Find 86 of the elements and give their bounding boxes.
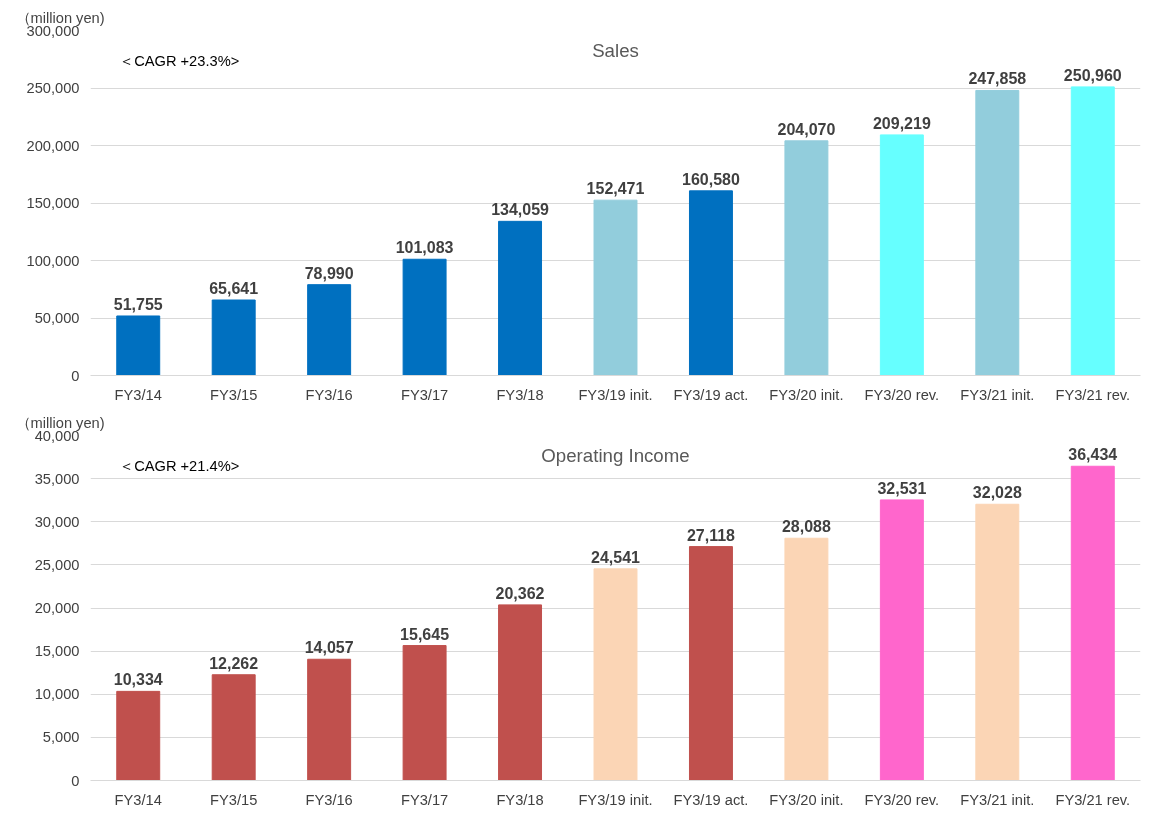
data-label: 160,580 bbox=[682, 170, 740, 188]
annotation: ＜CAGR +21.4%> bbox=[119, 457, 240, 474]
bar bbox=[211, 299, 256, 376]
y-axis-title: （million yen) bbox=[15, 9, 105, 26]
data-label: 24,541 bbox=[591, 548, 641, 566]
x-tick-label: FY3/18 bbox=[496, 386, 544, 403]
bar bbox=[688, 190, 733, 376]
x-tick-label: FY3/16 bbox=[305, 791, 353, 808]
y-tick-label: 5,000 bbox=[42, 729, 80, 746]
data-label: 65,641 bbox=[209, 280, 259, 298]
x-tick-label: FY3/19 act. bbox=[673, 791, 749, 808]
bar bbox=[593, 199, 638, 376]
x-tick-label: FY3/14 bbox=[114, 386, 162, 403]
bar bbox=[879, 499, 924, 781]
bar bbox=[1070, 86, 1115, 376]
x-tick-label: FY3/20 init. bbox=[769, 386, 844, 403]
x-tick-label: FY3/15 bbox=[210, 791, 258, 808]
x-tick-label: FY3/19 init. bbox=[578, 791, 653, 808]
data-label: 78,990 bbox=[304, 264, 354, 282]
x-tick-label: FY3/16 bbox=[305, 386, 353, 403]
data-label: 134,059 bbox=[491, 201, 550, 219]
bar bbox=[116, 315, 161, 376]
data-label: 101,083 bbox=[395, 239, 454, 257]
y-tick-label: 0 bbox=[71, 772, 80, 789]
data-label: 28,088 bbox=[781, 518, 831, 536]
y-tick-label: 15,000 bbox=[34, 643, 80, 660]
x-tick-label: FY3/19 init. bbox=[578, 386, 653, 403]
bar bbox=[116, 690, 161, 781]
x-tick-label: FY3/21 init. bbox=[960, 386, 1035, 403]
y-tick-label: 10,000 bbox=[34, 686, 80, 703]
bar bbox=[211, 674, 256, 781]
x-tick-label: FY3/20 rev. bbox=[864, 791, 940, 808]
x-tick-label: FY3/17 bbox=[400, 791, 449, 808]
data-label: 27,118 bbox=[686, 526, 736, 544]
bar bbox=[498, 604, 543, 781]
data-label: 12,262 bbox=[209, 654, 259, 672]
x-tick-label: FY3/21 init. bbox=[960, 791, 1035, 808]
y-tick-label: 250,000 bbox=[26, 80, 80, 96]
bar bbox=[593, 568, 638, 781]
x-tick-label: FY3/21 rev. bbox=[1055, 386, 1131, 403]
data-label: 14,057 bbox=[304, 639, 354, 657]
bar bbox=[498, 220, 543, 376]
bar bbox=[975, 89, 1020, 376]
data-label: 204,070 bbox=[777, 120, 836, 138]
bar bbox=[784, 537, 829, 781]
bar bbox=[1070, 465, 1115, 781]
bar bbox=[402, 258, 447, 376]
data-label: 32,531 bbox=[877, 479, 927, 497]
data-label: 15,645 bbox=[400, 625, 450, 643]
data-label: 51,755 bbox=[113, 295, 163, 313]
data-label: 32,028 bbox=[972, 484, 1022, 502]
x-tick-label: FY3/18 bbox=[496, 791, 544, 808]
y-tick-label: 100,000 bbox=[26, 252, 80, 269]
text: Sales bbox=[592, 39, 639, 61]
y-tick-label: 25,000 bbox=[34, 556, 80, 573]
x-tick-label: FY3/20 rev. bbox=[864, 386, 940, 403]
y-tick-label: 20,000 bbox=[34, 600, 80, 616]
x-tick-label: FY3/19 act. bbox=[673, 386, 749, 403]
bar bbox=[307, 284, 352, 376]
bar bbox=[402, 645, 447, 781]
bar bbox=[784, 140, 829, 376]
bar bbox=[879, 134, 924, 376]
y-tick-label: 0 bbox=[71, 367, 80, 384]
data-label: 10,334 bbox=[113, 671, 163, 689]
bar bbox=[975, 503, 1020, 781]
y-tick-label: 50,000 bbox=[34, 310, 80, 326]
x-tick-label: FY3/15 bbox=[210, 386, 258, 403]
data-label: 152,471 bbox=[586, 180, 645, 198]
x-tick-label: FY3/14 bbox=[114, 791, 162, 808]
text: Operating Income bbox=[541, 444, 690, 466]
data-label: 247,858 bbox=[968, 70, 1027, 88]
y-tick-label: 35,000 bbox=[34, 470, 80, 487]
x-tick-label: FY3/21 rev. bbox=[1055, 791, 1131, 808]
y-tick-label: 150,000 bbox=[26, 195, 80, 211]
bar bbox=[688, 546, 733, 781]
y-tick-label: 200,000 bbox=[26, 137, 80, 154]
y-tick-label: 30,000 bbox=[34, 513, 80, 530]
bar bbox=[307, 658, 352, 781]
data-label: 20,362 bbox=[495, 584, 545, 602]
annotation: ＜CAGR +23.3%> bbox=[119, 52, 240, 69]
x-tick-label: FY3/17 bbox=[400, 386, 449, 403]
x-tick-label: FY3/20 init. bbox=[769, 791, 844, 808]
data-label: 209,219 bbox=[872, 114, 931, 132]
data-label: 250,960 bbox=[1063, 66, 1122, 84]
data-label: 36,434 bbox=[1068, 446, 1118, 464]
y-axis-title: （million yen) bbox=[15, 414, 105, 431]
